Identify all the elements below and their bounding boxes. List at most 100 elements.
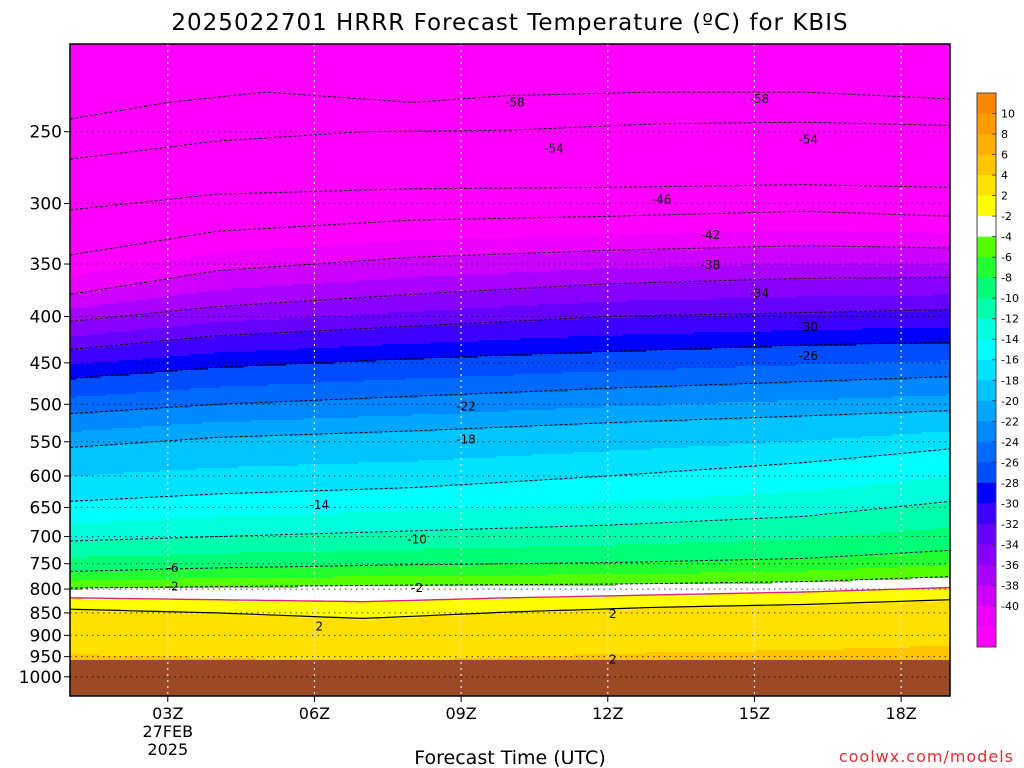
temperature-cell	[682, 316, 689, 335]
temperature-cell	[844, 570, 851, 583]
temperature-cell	[436, 258, 443, 277]
temperature-cell	[400, 576, 407, 587]
temperature-cell	[922, 602, 929, 647]
temperature-cell	[544, 528, 551, 547]
temperature-cell	[742, 540, 749, 561]
temperature-cell	[310, 348, 317, 365]
temperature-cell	[334, 348, 341, 363]
temperature-cell	[892, 508, 899, 533]
temperature-cell	[232, 306, 239, 323]
temperature-cell	[874, 556, 881, 569]
temperature-cell	[322, 44, 329, 247]
temperature-cell	[100, 270, 107, 291]
temperature-cell	[802, 582, 809, 593]
y-tick-label: 250	[30, 123, 62, 143]
temperature-cell	[172, 44, 179, 261]
temperature-cell	[184, 538, 191, 555]
temperature-cell	[616, 302, 623, 319]
temperature-cell	[160, 262, 167, 281]
temperature-cell	[328, 316, 335, 333]
temperature-cell	[112, 412, 119, 429]
temperature-cell	[646, 500, 653, 525]
temperature-cell	[166, 580, 173, 589]
temperature-cell	[712, 594, 719, 609]
temperature-cell	[460, 566, 467, 577]
temperature-cell	[82, 44, 89, 275]
temperature-cell	[622, 284, 629, 303]
temperature-cell	[688, 368, 695, 387]
temperature-cell	[880, 362, 887, 381]
temperature-cell	[562, 252, 569, 271]
temperature-cell	[310, 586, 317, 603]
temperature-cell	[700, 562, 707, 573]
temperature-cell	[214, 494, 221, 517]
temperature-cell	[892, 296, 899, 313]
temperature-cell	[394, 586, 401, 603]
temperature-cell	[502, 564, 509, 577]
temperature-cell	[694, 404, 701, 421]
temperature-cell	[706, 496, 713, 523]
temperature-cell	[874, 604, 881, 649]
temperature-cell	[178, 326, 185, 341]
temperature-cell	[598, 336, 605, 353]
colorbar-swatch	[977, 113, 996, 135]
temperature-cell	[496, 484, 503, 509]
temperature-cell	[472, 358, 479, 377]
temperature-cell	[838, 582, 845, 593]
temperature-cell	[160, 342, 167, 359]
temperature-cell	[124, 346, 131, 361]
temperature-cell	[880, 414, 887, 437]
temperature-cell	[310, 534, 317, 553]
temperature-cell	[340, 434, 347, 465]
temperature-cell	[946, 44, 950, 235]
temperature-cell	[502, 456, 509, 485]
temperature-cell	[70, 502, 77, 523]
temperature-cell	[904, 602, 911, 649]
temperature-cell	[946, 478, 950, 503]
temperature-cell	[766, 494, 773, 519]
temperature-cell	[880, 484, 887, 511]
temperature-cell	[124, 316, 131, 333]
colorbar-label: -14	[1001, 333, 1019, 346]
temperature-cell	[670, 266, 677, 283]
temperature-cell	[364, 280, 371, 299]
temperature-cell	[850, 330, 857, 347]
temperature-cell	[280, 248, 287, 269]
temperature-cell	[664, 316, 671, 335]
temperature-cell	[934, 412, 941, 433]
temperature-cell	[202, 600, 209, 615]
temperature-cell	[460, 274, 467, 293]
temperature-cell	[328, 364, 335, 383]
temperature-cell	[832, 488, 839, 515]
temperature-cell	[220, 386, 227, 407]
temperature-cell	[868, 534, 875, 557]
temperature-cell	[376, 398, 383, 417]
temperature-cell	[238, 306, 245, 323]
temperature-cell	[514, 612, 521, 657]
temperature-cell	[832, 604, 839, 651]
temperature-cell	[256, 350, 263, 367]
temperature-cell	[910, 602, 917, 647]
temperature-cell	[574, 452, 581, 479]
temperature-cell	[754, 560, 761, 573]
temperature-cell	[544, 598, 551, 613]
temperature-cell	[598, 574, 605, 587]
temperature-cell	[304, 552, 311, 569]
temperature-cell	[634, 476, 641, 501]
temperature-cell	[298, 552, 305, 569]
temperature-cell	[940, 504, 947, 529]
temperature-cell	[940, 328, 947, 345]
temperature-cell	[796, 346, 803, 365]
temperature-cell	[640, 422, 647, 451]
temperature-cell	[70, 336, 77, 351]
temperature-cell	[532, 44, 539, 237]
temperature-cell	[418, 586, 425, 603]
temperature-cell	[454, 576, 461, 587]
temperature-cell	[310, 568, 317, 579]
temperature-cell	[298, 248, 305, 267]
temperature-cell	[346, 300, 353, 317]
temperature-cell	[160, 44, 167, 263]
temperature-cell	[136, 266, 143, 285]
temperature-cell	[580, 504, 587, 527]
temperature-cell	[166, 600, 173, 613]
